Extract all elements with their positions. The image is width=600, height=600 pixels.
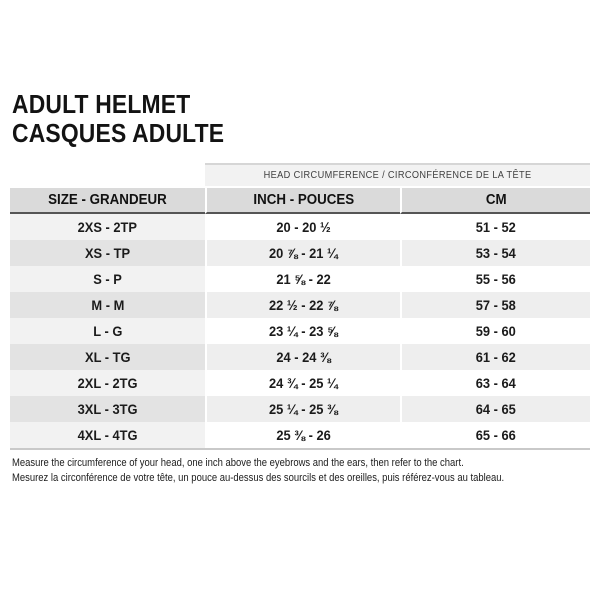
size-cell: XS - TP xyxy=(10,240,205,266)
size-cell: S - P xyxy=(10,266,205,292)
column-header-size: SIZE - GRANDEUR xyxy=(10,188,205,214)
inch-cell-text: 25 ⅜ - 26 xyxy=(276,427,331,443)
size-cell-text: 3XL - 3TG xyxy=(77,401,138,417)
size-cell-text: M - M xyxy=(91,297,124,313)
inch-cell-text: 23 ¼ - 23 ⅝ xyxy=(269,323,338,339)
inch-cell: 23 ¼ - 23 ⅝ xyxy=(205,318,400,344)
page-title: ADULT HELMET CASQUES ADULTE xyxy=(12,90,253,148)
inch-cell-text: 24 ¾ - 25 ¼ xyxy=(269,375,338,391)
cm-cell: 53 - 54 xyxy=(400,240,590,266)
cm-cell-text: 51 - 52 xyxy=(475,219,517,235)
group-header-text: HEAD CIRCUMFERENCE / CIRCONFÉRENCE DE LA… xyxy=(263,170,532,181)
size-cell-text: XL - TG xyxy=(84,349,131,365)
cm-cell-text: 61 - 62 xyxy=(475,349,517,365)
inch-cell-text: 20 ⅞ - 21 ¼ xyxy=(269,245,338,261)
measurement-note-fr-text: Mesurez la circonférence de votre tête, … xyxy=(12,472,505,484)
inch-cell: 22 ½ - 22 ⅞ xyxy=(205,292,400,318)
size-cell: L - G xyxy=(10,318,205,344)
page-title-fr: CASQUES ADULTE xyxy=(12,119,253,148)
cm-cell-text: 55 - 56 xyxy=(475,271,517,287)
inch-cell-text: 24 - 24 ⅜ xyxy=(276,349,331,365)
inch-cell-text: 25 ¼ - 25 ⅜ xyxy=(269,401,338,417)
size-cell: 2XL - 2TG xyxy=(10,370,205,396)
measurement-note: Measure the circumference of your head, … xyxy=(12,456,584,486)
cm-cell: 65 - 66 xyxy=(400,422,590,448)
column-header-cm: CM xyxy=(400,188,590,214)
page-title-en-text: ADULT HELMET xyxy=(12,89,191,119)
inch-cell: 25 ¼ - 25 ⅜ xyxy=(205,396,400,422)
cm-cell-text: 53 - 54 xyxy=(475,245,517,261)
size-cell: XL - TG xyxy=(10,344,205,370)
cm-cell: 61 - 62 xyxy=(400,344,590,370)
inch-cell-text: 21 ⅝ - 22 xyxy=(276,271,331,287)
cm-cell-text: 57 - 58 xyxy=(475,297,517,313)
column-header-size-text: SIZE - GRANDEUR xyxy=(48,192,167,208)
measurement-note-fr: Mesurez la circonférence de votre tête, … xyxy=(12,471,584,486)
cm-cell-text: 64 - 65 xyxy=(475,401,517,417)
table-corner-spacer xyxy=(10,163,205,188)
size-cell-text: S - P xyxy=(93,271,122,287)
cm-cell-text: 63 - 64 xyxy=(475,375,517,391)
measurement-note-en: Measure the circumference of your head, … xyxy=(12,456,584,471)
size-cell: 3XL - 3TG xyxy=(10,396,205,422)
group-header-head-circumference: HEAD CIRCUMFERENCE / CIRCONFÉRENCE DE LA… xyxy=(205,163,590,188)
cm-cell-text: 65 - 66 xyxy=(475,427,517,443)
cm-cell: 64 - 65 xyxy=(400,396,590,422)
cm-cell: 57 - 58 xyxy=(400,292,590,318)
cm-cell: 63 - 64 xyxy=(400,370,590,396)
page-title-fr-text: CASQUES ADULTE xyxy=(12,118,225,148)
helmet-size-table: HEAD CIRCUMFERENCE / CIRCONFÉRENCE DE LA… xyxy=(10,163,590,450)
size-cell-text: XS - TP xyxy=(84,245,131,261)
inch-cell-text: 22 ½ - 22 ⅞ xyxy=(269,297,338,313)
cm-cell-text: 59 - 60 xyxy=(475,323,517,339)
inch-cell: 25 ⅜ - 26 xyxy=(205,422,400,448)
size-cell: 4XL - 4TG xyxy=(10,422,205,448)
cm-cell: 55 - 56 xyxy=(400,266,590,292)
inch-cell: 20 - 20 ½ xyxy=(205,214,400,240)
size-cell-text: 2XL - 2TG xyxy=(77,375,138,391)
cm-cell: 51 - 52 xyxy=(400,214,590,240)
size-cell-text: 2XS - 2TP xyxy=(77,219,138,235)
page-title-en: ADULT HELMET xyxy=(12,90,253,119)
inch-cell: 24 ¾ - 25 ¼ xyxy=(205,370,400,396)
measurement-note-en-text: Measure the circumference of your head, … xyxy=(12,457,464,469)
column-header-inch-text: INCH - POUCES xyxy=(253,192,354,208)
size-cell-text: L - G xyxy=(92,323,123,339)
size-cell: M - M xyxy=(10,292,205,318)
inch-cell: 21 ⅝ - 22 xyxy=(205,266,400,292)
column-header-inch: INCH - POUCES xyxy=(205,188,400,214)
cm-cell: 59 - 60 xyxy=(400,318,590,344)
size-cell: 2XS - 2TP xyxy=(10,214,205,240)
inch-cell: 24 - 24 ⅜ xyxy=(205,344,400,370)
size-cell-text: 4XL - 4TG xyxy=(77,427,138,443)
inch-cell-text: 20 - 20 ½ xyxy=(276,219,331,235)
column-header-cm-text: CM xyxy=(485,192,507,208)
inch-cell: 20 ⅞ - 21 ¼ xyxy=(205,240,400,266)
